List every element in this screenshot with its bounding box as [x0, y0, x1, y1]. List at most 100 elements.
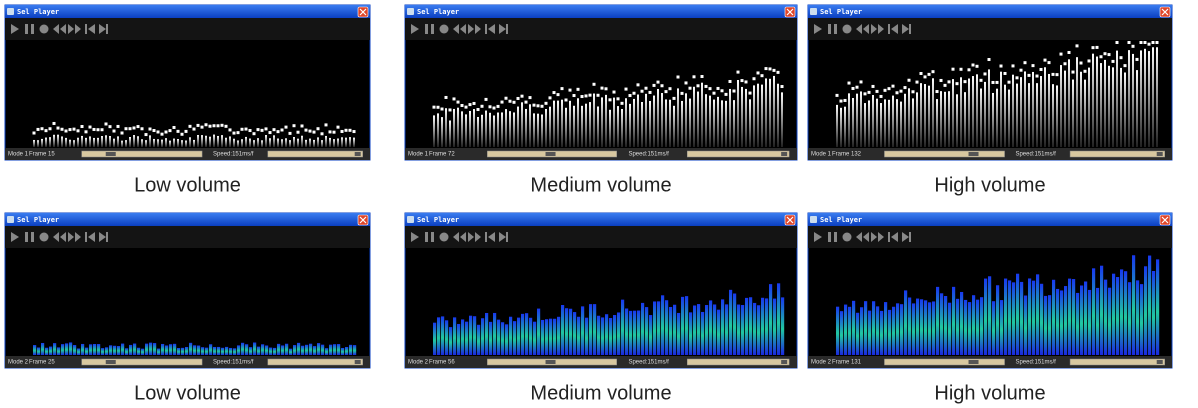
spectrum-bar [657, 89, 659, 147]
spectrum-bar [169, 141, 171, 147]
record-button[interactable] [440, 25, 449, 34]
spectrum-bar [229, 136, 231, 147]
spectrum-bar [189, 137, 191, 147]
frame-slider[interactable] [884, 151, 1004, 157]
spectrum-bar [952, 287, 955, 355]
speed-slider[interactable] [687, 151, 789, 157]
peak-dot [840, 100, 843, 103]
slider-thumb[interactable] [969, 360, 979, 364]
peak-dot [777, 71, 780, 74]
slider-thumb[interactable] [1157, 360, 1163, 364]
spectrum-bar [653, 96, 655, 147]
peak-dot [577, 88, 580, 91]
spectrum-bar [936, 99, 938, 147]
slider-thumb[interactable] [781, 360, 787, 364]
peak-dot [465, 106, 468, 109]
record-button[interactable] [843, 233, 852, 242]
slider-thumb[interactable] [1157, 152, 1163, 156]
slider-thumb[interactable] [546, 360, 556, 364]
spectrum-bar [617, 106, 619, 147]
spectrum-bar [565, 308, 568, 355]
speed-slider[interactable] [687, 359, 789, 365]
peak-dot [469, 103, 472, 106]
app-icon [407, 8, 414, 15]
title-bar [405, 213, 797, 226]
spectrum-bar [1064, 71, 1066, 147]
slider-thumb[interactable] [355, 152, 361, 156]
spectrum-bar [924, 300, 927, 355]
spectrum-bar [781, 297, 784, 355]
peak-dot [269, 131, 272, 134]
spectrum-bar [177, 139, 179, 147]
peak-dot [988, 58, 991, 61]
record-button[interactable] [40, 25, 49, 34]
spectrum-bar [1084, 281, 1087, 355]
spectrum-bar [493, 313, 496, 355]
frame-slider[interactable] [82, 151, 202, 157]
slider-thumb[interactable] [969, 152, 979, 156]
app-icon [7, 216, 14, 223]
peak-dot [53, 122, 56, 125]
record-button[interactable] [843, 25, 852, 34]
spectrum-bar [201, 347, 204, 355]
peak-dot [1024, 61, 1027, 64]
speed-slider[interactable] [268, 359, 363, 365]
spectrum-bar [1036, 274, 1039, 355]
spectrum-bar [769, 284, 772, 355]
spectrum-bar [289, 140, 291, 147]
spectrum-bar [765, 298, 768, 355]
peak-dot [101, 128, 104, 131]
spectrum-bar [61, 344, 64, 355]
slider-thumb[interactable] [355, 360, 361, 364]
spectrum-bar [633, 311, 636, 355]
peak-dot [657, 81, 660, 84]
spectrum-bar [501, 112, 503, 147]
spectrum-bar [237, 140, 239, 147]
peak-dot [141, 127, 144, 130]
spectrum-bar [940, 91, 942, 147]
spectrum-bar [293, 137, 295, 147]
spectrum-bar [1104, 280, 1107, 355]
spectrum-bar [617, 312, 620, 355]
figure: Sel PlayerMode 1Frame 15Speed:151ms/fLow… [0, 0, 1198, 408]
spectrum-bar [437, 113, 439, 147]
peak-dot [976, 65, 979, 68]
spectrum-bar [713, 304, 716, 355]
spectrum-bar [1056, 85, 1058, 147]
peak-dot [289, 132, 292, 135]
slider-thumb[interactable] [106, 360, 116, 364]
peak-dot [737, 71, 740, 74]
spectrum-bar [341, 137, 343, 147]
peak-dot [349, 129, 352, 132]
peak-dot [1124, 64, 1127, 67]
spectrum-bar [321, 140, 323, 147]
spectrum-bar [601, 97, 603, 147]
peak-dot [1128, 41, 1131, 44]
spectrum-bar [1100, 63, 1102, 147]
spectrum-bar [753, 303, 756, 355]
peak-dot [904, 86, 907, 89]
spectrum-bar [725, 304, 728, 355]
record-button[interactable] [40, 233, 49, 242]
peak-dot [325, 123, 328, 126]
slider-thumb[interactable] [546, 152, 556, 156]
spectrum-bar [457, 108, 459, 147]
slider-thumb[interactable] [781, 152, 787, 156]
slider-thumb[interactable] [106, 152, 116, 156]
window-title: Sel Player [17, 216, 59, 224]
spectrum-bar [153, 343, 156, 355]
peak-dot [49, 127, 52, 130]
spectrum-bar [1128, 50, 1130, 147]
record-button[interactable] [440, 233, 449, 242]
speed-slider[interactable] [1070, 359, 1165, 365]
peak-dot [553, 91, 556, 94]
spectrum-bar [57, 135, 59, 147]
speed-slider[interactable] [268, 151, 363, 157]
frame-slider[interactable] [82, 359, 202, 365]
speed-slider[interactable] [1070, 151, 1165, 157]
spectrum-bar [1036, 83, 1038, 147]
peak-dot [1072, 71, 1075, 74]
spectrum-bar [225, 138, 227, 147]
frame-slider[interactable] [884, 359, 1004, 365]
spectrum-bar [769, 79, 771, 147]
